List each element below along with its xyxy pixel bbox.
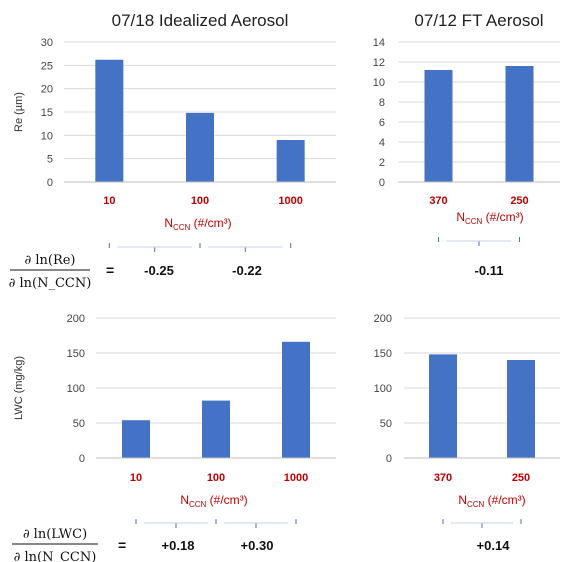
chart-title: 07/12 FT Aerosol — [414, 11, 543, 30]
category-label: 10 — [103, 195, 115, 207]
derivative-value: -0.11 — [475, 263, 504, 278]
y-tick-label: 150 — [67, 348, 85, 360]
equation-re-equals: = — [106, 262, 114, 278]
derivative-value: -0.22 — [232, 263, 262, 278]
chart-title: 07/18 Idealized Aerosol — [112, 11, 289, 30]
derivative-value: -0.25 — [144, 263, 174, 278]
equation-re-numerator: ∂ ln(Re) — [24, 253, 75, 268]
y-tick-label: 10 — [373, 77, 385, 89]
x-axis-label: NCCN (#/cm³) — [164, 216, 231, 232]
y-tick-label: 4 — [379, 137, 385, 149]
bar-370 — [424, 70, 453, 182]
y-tick-label: 5 — [47, 154, 53, 166]
category-label: 370 — [434, 472, 452, 484]
bar-100 — [186, 112, 214, 182]
equation-lwc-numerator: ∂ ln(LWC) — [23, 527, 87, 542]
category-label: 1000 — [278, 195, 302, 207]
y-tick-label: 6 — [379, 117, 385, 129]
category-connector — [135, 519, 297, 528]
category-label: 1000 — [284, 472, 308, 484]
chart-panel-1: 07/18 Idealized Aerosol 0 5 10 15 20 25 30 Re (µ… — [13, 11, 336, 278]
y-tick-label: 14 — [373, 37, 385, 49]
x-axis-label: NCCN (#/cm³) — [458, 493, 525, 509]
category-label: 250 — [510, 195, 528, 207]
y-tick-label: 12 — [373, 57, 385, 69]
bar-250 — [507, 360, 535, 458]
chart-panel-3: 0 50 100 150 200 LWC (mg/kg) 10 100 1000 NCCN (#/… — [13, 313, 336, 553]
equation-re-denominator: ∂ ln(N_CCN) — [9, 276, 92, 291]
chart-panel-4: 0 50 100 150 200 370 250 NCCN (#/cm³) +0.14 — [374, 313, 560, 553]
equation-lwc-denominator: ∂ ln(N_CCN) — [14, 550, 97, 562]
y-tick-label: 2 — [379, 157, 385, 169]
derivative-value: +0.14 — [477, 538, 511, 553]
y-tick-label: 30 — [41, 37, 53, 49]
equation-lwc-equals: = — [118, 537, 126, 553]
y-tick-label: 0 — [379, 177, 385, 189]
y-tick-label: 20 — [41, 84, 53, 96]
bar-10 — [122, 420, 150, 458]
chart-panel-2: 07/12 FT Aerosol 0 2 4 6 8 10 12 14 370 250 NCCN (#… — [373, 11, 560, 278]
y-tick-label: 0 — [386, 453, 392, 465]
y-tick-label: 8 — [379, 97, 385, 109]
y-axis-label: Re (µm) — [13, 92, 25, 132]
y-tick-label: 200 — [374, 313, 392, 325]
bar-370 — [429, 354, 457, 458]
bar-250 — [505, 66, 534, 182]
derivative-value: +0.30 — [241, 538, 274, 553]
y-tick-label: 0 — [47, 177, 53, 189]
y-tick-label: 100 — [67, 383, 85, 395]
equation-re: ∂ ln(Re) ∂ ln(N_CCN) = — [9, 253, 115, 291]
category-connector — [108, 243, 292, 252]
category-connector — [438, 237, 520, 246]
y-tick-label: 15 — [41, 107, 53, 119]
y-tick-label: 50 — [73, 418, 85, 430]
category-label: 370 — [429, 195, 447, 207]
y-tick-label: 10 — [41, 130, 53, 142]
y-tick-label: 200 — [67, 313, 85, 325]
category-label: 100 — [191, 195, 209, 207]
bar-10 — [95, 59, 124, 182]
y-axis-label: LWC (mg/kg) — [13, 356, 25, 420]
category-label: 100 — [207, 472, 225, 484]
bar-100 — [202, 400, 230, 458]
category-label: 250 — [512, 472, 530, 484]
y-tick-label: 50 — [380, 418, 392, 430]
y-tick-label: 100 — [374, 383, 392, 395]
y-tick-label: 0 — [79, 453, 85, 465]
x-axis-label: NCCN (#/cm³) — [456, 210, 523, 226]
category-connector — [442, 519, 522, 528]
category-label: 10 — [130, 472, 142, 484]
y-tick-label: 150 — [374, 348, 392, 360]
x-axis-label: NCCN (#/cm³) — [180, 493, 247, 509]
bar-1000 — [282, 341, 310, 458]
equation-lwc: ∂ ln(LWC) ∂ ln(N_CCN) = — [12, 527, 126, 562]
bar-1000 — [276, 140, 305, 182]
derivative-value: +0.18 — [162, 538, 195, 553]
y-tick-label: 25 — [41, 60, 53, 72]
